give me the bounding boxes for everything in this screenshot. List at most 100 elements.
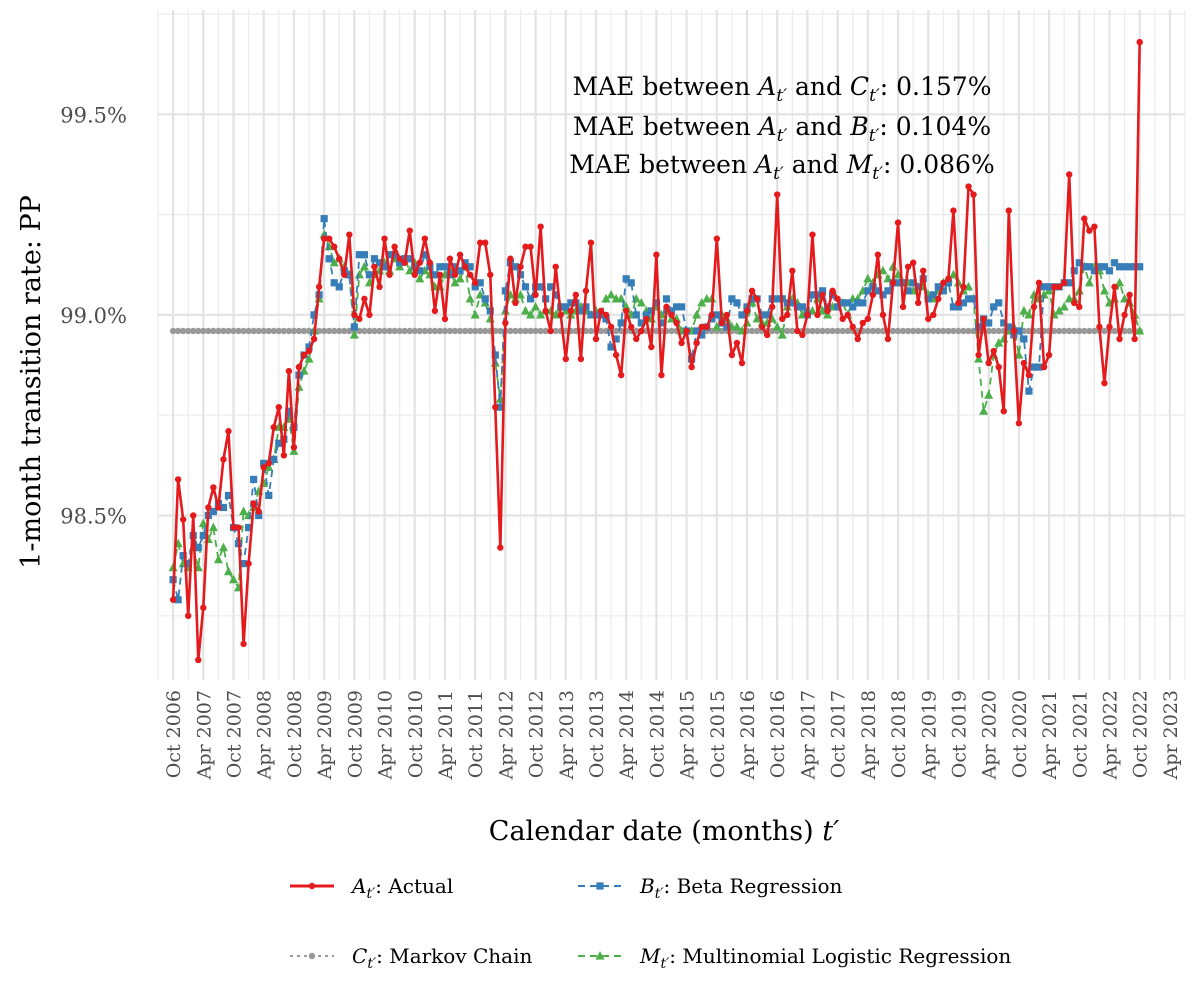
x-tick-label: Oct 2008: [284, 690, 306, 778]
data-point: [627, 279, 635, 287]
data-point: [874, 287, 882, 295]
data-point: [185, 327, 192, 335]
data-point: [406, 227, 413, 234]
data-point: [213, 554, 223, 564]
data-point: [466, 263, 474, 271]
data-point: [713, 235, 721, 242]
data-point: [275, 403, 283, 411]
data-point: [245, 523, 253, 532]
data-point: [391, 243, 398, 250]
x-tick-label: Apr 2016: [737, 690, 759, 780]
data-point: [376, 327, 383, 335]
data-point: [376, 283, 383, 291]
data-point: [265, 491, 273, 500]
data-point: [562, 303, 570, 311]
x-tick-label: Oct 2017: [828, 690, 850, 778]
data-point: [763, 311, 771, 319]
data-point: [582, 287, 590, 295]
data-point: [329, 257, 339, 267]
data-point: [602, 311, 610, 319]
data-point: [436, 327, 444, 335]
data-point: [179, 516, 187, 523]
data-point: [1126, 327, 1133, 335]
data-point: [536, 309, 546, 319]
data-point: [1120, 263, 1129, 271]
data-point: [1136, 263, 1144, 271]
data-point: [889, 279, 897, 287]
data-point: [935, 327, 942, 335]
data-point: [1020, 335, 1028, 343]
data-point: [607, 323, 615, 331]
data-point: [1084, 277, 1094, 287]
data-point: [621, 301, 631, 311]
data-point: [955, 327, 962, 335]
data-point: [336, 255, 343, 262]
data-point: [386, 327, 393, 335]
data-point: [1059, 301, 1069, 311]
data-point: [345, 271, 353, 279]
data-point: [179, 327, 187, 335]
x-tick-label: Oct 2022: [1130, 690, 1152, 778]
data-point: [223, 566, 233, 576]
data-point: [784, 311, 791, 319]
data-point: [1096, 323, 1103, 331]
data-point: [622, 275, 630, 283]
data-point: [446, 255, 454, 262]
legend-label: Ct′: Markov Chain: [352, 944, 533, 972]
legend-item-c: Ct′: Markov Chain: [290, 944, 533, 972]
data-point: [405, 265, 415, 275]
data-point: [814, 327, 821, 335]
data-point: [753, 327, 761, 335]
data-point: [708, 315, 716, 323]
data-point: [492, 403, 499, 411]
x-tick-label: Oct 2018: [888, 690, 910, 778]
data-point: [421, 327, 429, 335]
data-point: [909, 279, 917, 287]
data-point: [823, 309, 833, 319]
data-point: [455, 273, 465, 283]
data-point: [169, 596, 177, 603]
x-tick-label: Oct 2009: [344, 690, 366, 778]
data-point: [225, 428, 232, 435]
y-axis-title: 1-month transition rate: PP: [16, 195, 47, 569]
data-point: [349, 329, 359, 339]
data-point: [537, 283, 545, 291]
data-point: [979, 406, 989, 415]
data-point: [1099, 285, 1109, 295]
data-point: [436, 263, 444, 271]
data-point: [542, 327, 549, 335]
data-point: [758, 323, 766, 331]
data-point: [1105, 267, 1114, 275]
y-tick-label: 99.0%: [60, 304, 127, 328]
data-point: [738, 311, 746, 319]
data-point: [521, 305, 531, 315]
data-point: [672, 303, 681, 311]
data-point: [190, 327, 197, 335]
data-point: [446, 271, 454, 279]
data-point: [531, 301, 541, 311]
data-point: [436, 271, 444, 278]
data-point: [995, 363, 1002, 371]
data-point: [985, 327, 992, 335]
data-point: [939, 287, 947, 295]
x-tick-label: Apr 2014: [616, 690, 638, 780]
data-point: [612, 351, 620, 359]
data-point: [341, 327, 348, 335]
data-point: [839, 315, 846, 323]
data-point: [864, 315, 872, 323]
data-point: [859, 299, 867, 307]
data-point: [245, 560, 252, 567]
x-tick-label: Apr 2023: [1160, 690, 1182, 780]
data-point: [195, 656, 202, 664]
data-point: [355, 251, 363, 259]
data-point: [285, 407, 293, 415]
data-point: [1000, 407, 1007, 415]
data-point: [964, 295, 973, 303]
data-point: [844, 299, 852, 307]
data-point: [1020, 359, 1028, 367]
data-point: [783, 299, 791, 307]
mae-annotation: MAE between At′ and Ct′: 0.157%: [573, 72, 992, 106]
data-point: [512, 327, 519, 335]
data-point: [482, 327, 489, 335]
